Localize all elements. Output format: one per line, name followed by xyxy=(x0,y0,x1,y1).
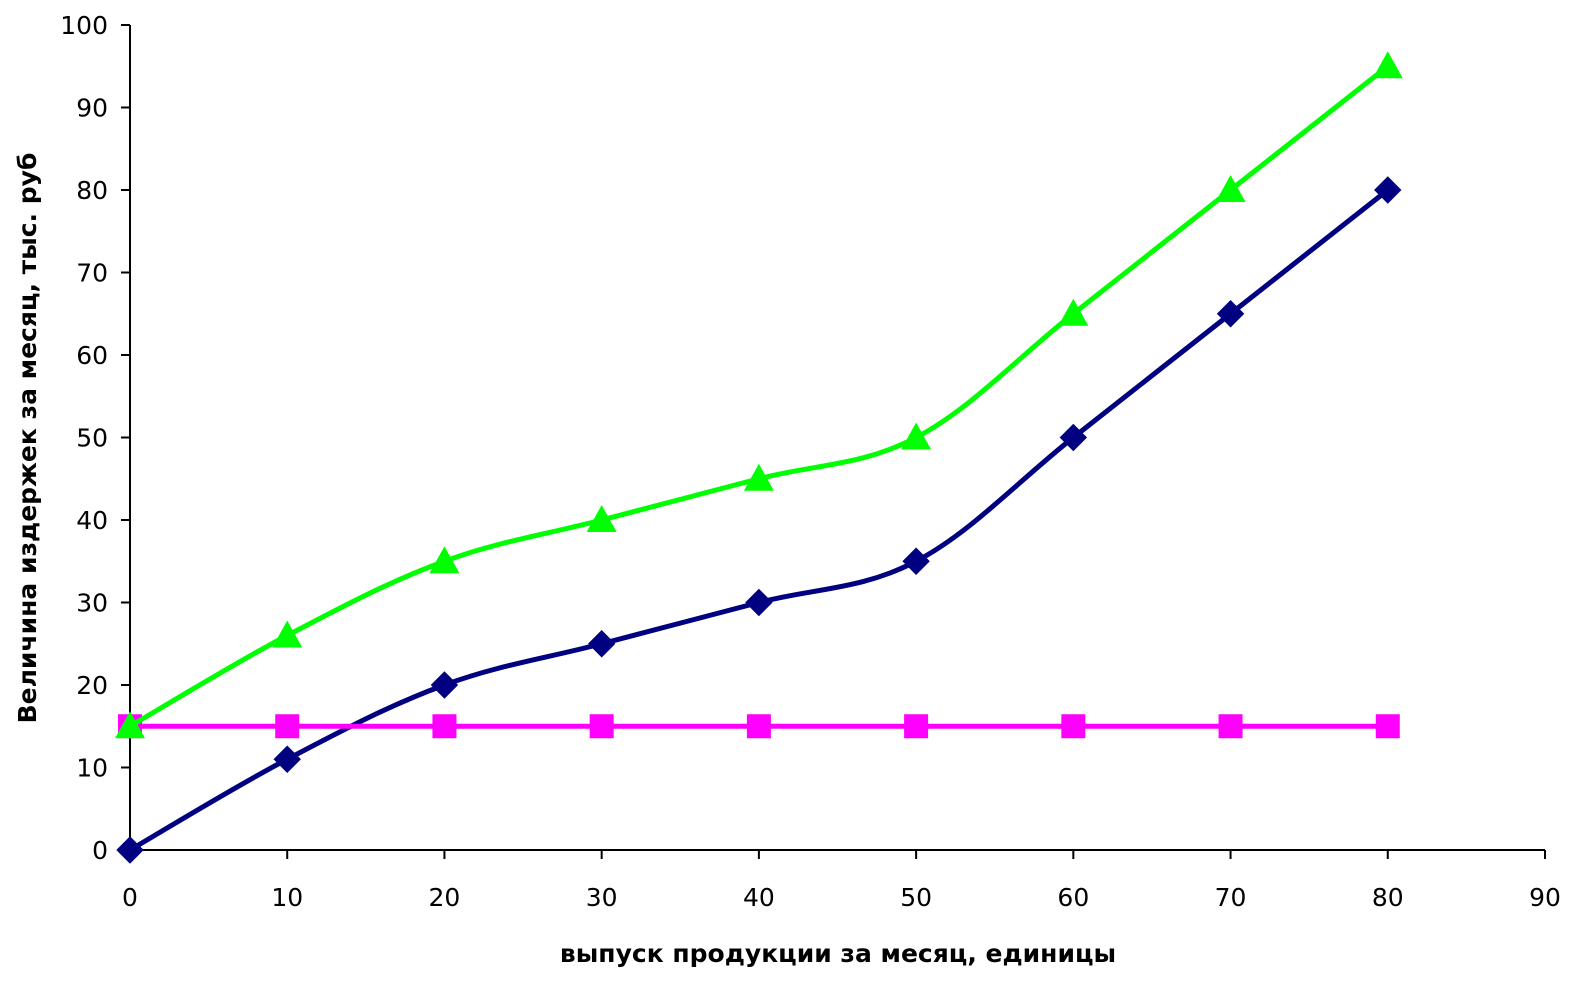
diamond-marker xyxy=(1374,176,1402,204)
y-axis-title: Величина издержек за месяц, тыс. руб xyxy=(13,153,42,724)
square-marker xyxy=(746,714,771,739)
diamond-marker xyxy=(273,745,301,773)
axes: 0 10 20 30 40 50 60 70 80 90 100 0 10 20 30 40 50 60 70 80 9… xyxy=(60,11,1561,912)
x-tick-label: 90 xyxy=(1529,883,1561,912)
series-2 xyxy=(118,714,1400,739)
series-3 xyxy=(115,51,1403,739)
diamond-marker xyxy=(1059,423,1088,452)
y-tick-label: 20 xyxy=(76,671,108,700)
square-marker xyxy=(1218,714,1243,739)
x-tick-label: 70 xyxy=(1215,883,1247,912)
diamond-marker xyxy=(587,630,616,658)
y-tick-label: 90 xyxy=(76,94,108,123)
x-tick-label: 20 xyxy=(429,883,461,912)
square-marker xyxy=(432,714,457,739)
triangle-marker xyxy=(1372,51,1403,79)
triangle-marker xyxy=(586,505,617,532)
triangle-marker xyxy=(115,711,145,739)
series-layer xyxy=(115,51,1403,864)
square-marker xyxy=(1061,714,1086,739)
y-tick-label: 50 xyxy=(76,424,108,453)
y-tick-label: 10 xyxy=(76,754,108,783)
x-tick-label: 80 xyxy=(1372,883,1404,912)
x-axis-title: выпуск продукции за месяц, единицы xyxy=(560,939,1116,968)
diamond-marker xyxy=(745,588,773,617)
y-tick-label: 70 xyxy=(76,259,108,288)
square-marker xyxy=(904,714,929,739)
y-tick-label: 60 xyxy=(76,341,108,370)
triangle-marker xyxy=(272,620,303,648)
y-tick-label: 0 xyxy=(92,836,108,865)
y-tick-label: 80 xyxy=(76,176,108,205)
y-tick-label: 40 xyxy=(76,506,108,535)
triangle-marker xyxy=(901,422,932,450)
square-marker xyxy=(589,714,614,739)
x-tick-label: 30 xyxy=(586,883,618,912)
square-marker xyxy=(275,714,300,739)
series-line xyxy=(127,187,1391,853)
triangle-marker xyxy=(743,463,774,491)
triangle-marker xyxy=(1058,298,1089,326)
triangle-marker xyxy=(429,546,460,574)
diamond-marker xyxy=(902,547,930,575)
series-line xyxy=(127,63,1391,729)
y-tick-label: 30 xyxy=(76,589,108,618)
triangle-marker xyxy=(1215,175,1246,202)
x-tick-label: 60 xyxy=(1057,883,1089,912)
y-tick-label: 100 xyxy=(60,11,108,40)
x-tick-label: 40 xyxy=(743,883,775,912)
diamond-marker xyxy=(430,671,459,699)
x-tick-label: 10 xyxy=(271,883,303,912)
x-tick-label: 0 xyxy=(122,883,138,912)
diamond-marker xyxy=(116,836,144,864)
diamond-marker xyxy=(1216,300,1245,328)
series-1 xyxy=(116,176,1402,864)
square-marker xyxy=(1375,714,1400,739)
x-tick-label: 50 xyxy=(900,883,932,912)
